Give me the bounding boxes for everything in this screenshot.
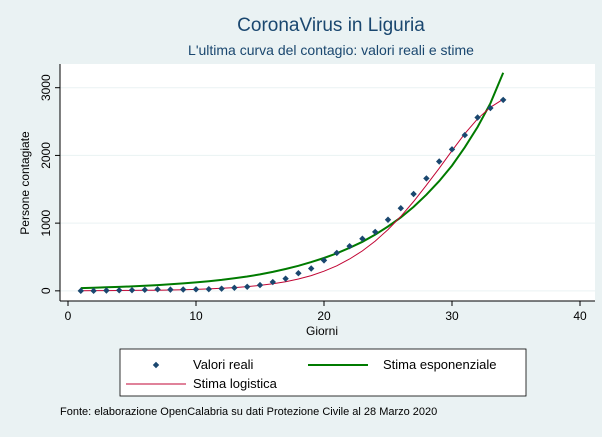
data-point	[308, 265, 315, 272]
legend-marker	[152, 361, 160, 369]
x-tick-label: 30	[445, 309, 459, 323]
axes-layer: 0 1000 2000 3000 0 10 20 30 40	[39, 64, 595, 323]
x-axis-title: Giorni	[306, 324, 338, 338]
y-axis-title: Persone contagiate	[18, 131, 32, 235]
series-line	[80, 98, 504, 292]
data-point	[410, 190, 417, 198]
data-point	[346, 242, 353, 250]
data-point	[282, 275, 289, 282]
data-point	[295, 270, 302, 277]
series-layer	[77, 72, 507, 295]
legend: Valori reali Stima esponenziale Stima logi…	[126, 357, 496, 391]
y-tick-label: 1000	[39, 209, 53, 236]
data-point	[167, 286, 174, 293]
data-point	[116, 287, 123, 294]
legend-label: Stima logistica	[193, 376, 278, 391]
data-point	[256, 281, 264, 289]
data-point	[154, 286, 161, 293]
data-point	[500, 96, 507, 104]
data-point	[77, 287, 84, 295]
data-point	[474, 114, 481, 121]
data-point	[397, 205, 404, 212]
data-point	[384, 216, 392, 223]
data-point	[103, 287, 110, 294]
data-point	[333, 249, 340, 257]
data-point	[436, 158, 443, 165]
data-point	[205, 285, 212, 293]
x-tick-label: 0	[65, 309, 72, 323]
data-point	[141, 286, 148, 294]
data-point	[423, 175, 430, 182]
chart-subtitle: L'ultima curva del contagio: valori real…	[188, 42, 474, 58]
x-tick-label: 20	[317, 309, 331, 323]
data-point	[461, 131, 468, 139]
legend-label: Valori reali	[193, 357, 254, 372]
data-point	[231, 284, 238, 291]
y-tick-label: 2000	[39, 142, 53, 169]
data-point	[487, 104, 494, 112]
plot-region	[60, 64, 595, 301]
grid-layer	[60, 87, 595, 292]
series-line	[80, 72, 505, 290]
data-point	[359, 235, 366, 242]
data-point	[448, 146, 456, 153]
data-point	[192, 286, 200, 293]
data-point	[320, 257, 328, 264]
data-point	[372, 228, 379, 236]
data-point	[128, 286, 136, 294]
chart-title: CoronaVirus in Liguria	[237, 15, 425, 36]
data-point	[269, 278, 276, 286]
data-point	[90, 287, 97, 295]
data-point	[180, 286, 187, 293]
y-tick-label: 3000	[39, 74, 53, 101]
data-point	[244, 283, 251, 290]
source-note: Fonte: elaborazione OpenCalabria su dati…	[60, 406, 437, 418]
data-point	[218, 285, 225, 292]
x-tick-label: 40	[573, 309, 587, 323]
x-tick-label: 10	[189, 309, 203, 323]
y-tick-label: 0	[39, 287, 53, 294]
legend-label: Stima esponenziale	[383, 357, 496, 372]
legend-box	[119, 348, 527, 397]
